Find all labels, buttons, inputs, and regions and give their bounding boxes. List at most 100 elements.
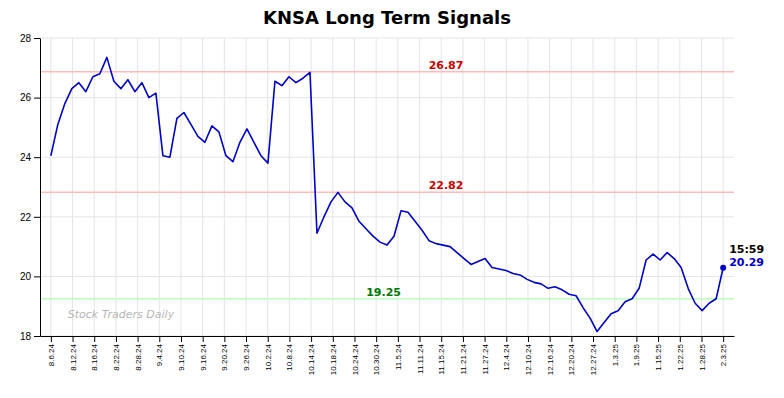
y-tick-label: 20: [20, 271, 32, 282]
x-tick-label: 10.14.24: [307, 343, 316, 375]
x-tick-mark: [615, 336, 616, 342]
x-tick: 10.8.24: [285, 336, 294, 371]
grid-line: [549, 38, 550, 336]
x-tick-label: 11.27.24: [481, 343, 490, 374]
grid-line: [419, 38, 420, 336]
reference-line: [40, 71, 734, 73]
x-tick: 11.5.24: [394, 336, 403, 370]
x-tick-label: 10.18.24: [329, 343, 338, 375]
grid-line: [224, 38, 225, 336]
last-time-label: 15:59: [729, 243, 764, 256]
grid-line: [40, 216, 734, 217]
grid-line: [94, 38, 95, 336]
grid-line: [723, 38, 724, 336]
x-tick-label: 9.4.24: [155, 343, 164, 366]
x-tick-mark: [550, 336, 551, 342]
y-tick-mark: [34, 98, 40, 99]
x-tick: 11.11.24: [416, 336, 425, 374]
y-tick-mark: [34, 157, 40, 158]
grid-line: [137, 38, 138, 336]
x-tick-label: 2.3.25: [719, 343, 728, 366]
grid-line: [679, 38, 680, 336]
x-tick: 8.6.24: [47, 336, 56, 366]
x-tick: 10.30.24: [372, 336, 381, 375]
grid-line: [72, 38, 73, 336]
x-tick-label: 10.24.24: [351, 343, 360, 375]
y-tick-mark: [34, 38, 40, 39]
x-tick: 11.21.24: [459, 336, 468, 375]
grid-line: [40, 336, 734, 337]
price-line: [51, 57, 723, 331]
x-tick-label: 1.3.25: [611, 343, 620, 366]
x-tick: 1.22.25: [676, 336, 685, 371]
x-tick: 9.20.24: [220, 336, 229, 371]
y-axis-line: [40, 39, 41, 337]
x-tick: 12.10.24: [524, 336, 533, 375]
x-tick-mark: [506, 336, 507, 342]
y-tick-label: 18: [20, 331, 32, 342]
x-tick-mark: [224, 336, 225, 342]
grid-line: [527, 38, 528, 336]
grid-line: [267, 38, 268, 336]
x-tick: 8.28.24: [134, 336, 143, 371]
x-tick-mark: [701, 336, 702, 342]
grid-line: [354, 38, 355, 336]
x-tick-label: 1.28.25: [698, 343, 707, 370]
x-tick-label: 11.15.24: [437, 343, 446, 374]
x-tick: 1.9.25: [632, 336, 641, 366]
grid-line: [614, 38, 615, 336]
y-tick-mark: [34, 336, 40, 337]
x-tick: 9.16.24: [199, 336, 208, 371]
chart: 8.6.248.12.248.16.248.22.248.28.249.4.24…: [0, 0, 784, 398]
x-axis-line: [41, 336, 735, 337]
x-tick-label: 8.6.24: [47, 343, 56, 366]
x-tick-label: 12.16.24: [546, 343, 555, 375]
x-tick-mark: [723, 336, 724, 342]
x-tick-mark: [116, 336, 117, 342]
grid-line: [40, 276, 734, 277]
grid-line: [593, 38, 594, 336]
grid-line: [40, 157, 734, 158]
x-tick-label: 9.10.24: [177, 343, 186, 370]
x-axis: 8.6.248.12.248.16.248.22.248.28.249.4.24…: [41, 336, 735, 375]
x-tick-label: 12.27.24: [589, 343, 598, 375]
grid-line: [506, 38, 507, 336]
y-tick: 20: [20, 271, 40, 282]
x-tick-label: 9.20.24: [220, 343, 229, 370]
x-tick-mark: [354, 336, 355, 342]
x-tick: 9.4.24: [155, 336, 164, 366]
grid-line: [658, 38, 659, 336]
x-tick-mark: [311, 336, 312, 342]
x-tick-mark: [398, 336, 399, 342]
grid-line: [571, 38, 572, 336]
x-tick: 8.16.24: [90, 336, 99, 371]
x-tick-mark: [593, 336, 594, 342]
x-tick-mark: [571, 336, 572, 342]
x-tick-mark: [246, 336, 247, 342]
x-tick-mark: [181, 336, 182, 342]
x-tick-mark: [268, 336, 269, 342]
x-tick: 12.27.24: [589, 336, 598, 375]
x-tick-label: 1.15.25: [654, 343, 663, 370]
grid-line: [484, 38, 485, 336]
x-tick: 1.3.25: [611, 336, 620, 366]
x-tick: 12.4.24: [502, 336, 511, 371]
x-tick-mark: [203, 336, 204, 342]
x-tick-mark: [463, 336, 464, 342]
grid-line: [701, 38, 702, 336]
x-tick-mark: [138, 336, 139, 342]
x-tick-label: 1.22.25: [676, 343, 685, 370]
y-tick-label: 26: [20, 92, 32, 103]
y-tick-label: 24: [20, 152, 32, 163]
x-tick-mark: [289, 336, 290, 342]
reference-label: 22.82: [429, 179, 464, 192]
x-tick-mark: [51, 336, 52, 342]
x-tick-mark: [333, 336, 334, 342]
grid-line: [289, 38, 290, 336]
y-tick: 22: [20, 212, 40, 223]
x-tick-label: 12.4.24: [502, 343, 511, 370]
x-tick: 9.10.24: [177, 336, 186, 371]
x-tick: 10.14.24: [307, 336, 316, 375]
x-tick-mark: [420, 336, 421, 342]
x-tick-mark: [658, 336, 659, 342]
